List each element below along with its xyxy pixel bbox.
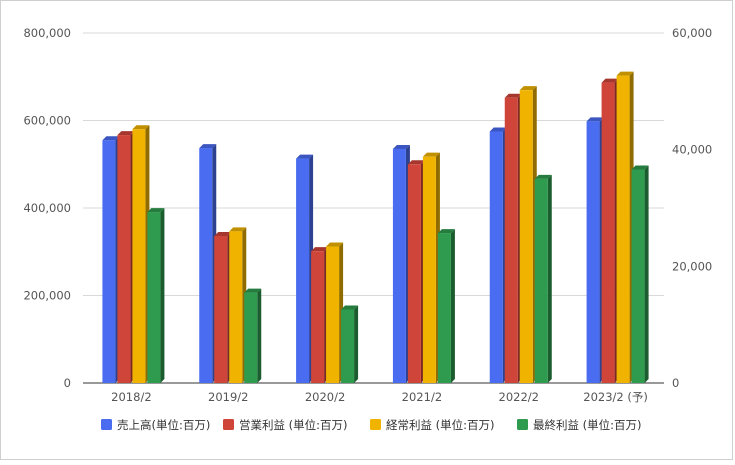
bar — [534, 174, 552, 383]
bar — [244, 288, 262, 383]
bar — [229, 227, 247, 383]
left-tick-label: 200,000 — [23, 289, 71, 303]
left-axis-ticks: 0 200,000 400,000 600,000 800,000 — [23, 26, 71, 390]
bar — [616, 71, 634, 383]
bar — [407, 160, 425, 383]
bar — [296, 154, 314, 383]
legend-label: 最終利益 (単位:百万) — [533, 418, 642, 432]
bar — [199, 144, 217, 383]
bar — [631, 165, 649, 383]
legend-swatch — [517, 419, 528, 430]
category-label: 2022/2 — [499, 390, 539, 404]
legend-item[interactable]: 営業利益 (単位:百万) — [223, 418, 348, 432]
legend-label: 経常利益 (単位:百万) — [386, 418, 495, 432]
right-tick-label: 60,000 — [672, 26, 712, 40]
legend-item[interactable]: 最終利益 (単位:百万) — [517, 418, 642, 432]
bar — [504, 93, 522, 383]
legend-swatch — [101, 419, 112, 430]
bar — [214, 232, 232, 383]
legend-swatch — [223, 419, 234, 430]
right-tick-label: 40,000 — [672, 143, 712, 157]
right-tick-label: 0 — [672, 376, 679, 390]
category-label: 2018/2 — [111, 390, 151, 404]
bar — [311, 247, 329, 383]
category-labels: 2018/2 2019/2 2020/2 2021/2 2022/2 2023/2 (予) — [111, 390, 648, 404]
legend-label: 売上高(単位:百万) — [117, 418, 210, 432]
gridlines — [83, 32, 664, 384]
category-label: 2020/2 — [305, 390, 345, 404]
right-axis-ticks: 0 20,000 40,000 60,000 — [672, 26, 712, 390]
bar — [489, 127, 507, 383]
legend: 売上高(単位:百万) 営業利益 (単位:百万) 経常利益 (単位:百万) 最終利益 (… — [101, 418, 642, 432]
bar — [341, 305, 359, 383]
right-tick-label: 20,000 — [672, 259, 712, 273]
legend-label: 営業利益 (単位:百万) — [239, 418, 348, 432]
left-tick-label: 0 — [64, 376, 71, 390]
bar — [422, 152, 440, 383]
category-label: 2019/2 — [208, 390, 248, 404]
legend-swatch — [370, 419, 381, 430]
bar — [132, 125, 150, 383]
category-label: 2023/2 (予) — [583, 390, 648, 404]
bar — [147, 208, 165, 383]
legend-item[interactable]: 売上高(単位:百万) — [101, 418, 210, 432]
bar — [117, 131, 135, 383]
bar — [586, 117, 604, 383]
bar — [326, 242, 344, 383]
legend-item[interactable]: 経常利益 (単位:百万) — [370, 418, 495, 432]
bar — [392, 144, 410, 383]
bar — [601, 78, 619, 383]
category-label: 2021/2 — [402, 390, 442, 404]
left-tick-label: 600,000 — [23, 114, 71, 128]
left-tick-label: 800,000 — [23, 26, 71, 40]
left-tick-label: 400,000 — [23, 201, 71, 215]
bar — [102, 136, 120, 383]
bar — [519, 86, 537, 384]
bars — [102, 71, 649, 384]
bar — [437, 229, 455, 383]
